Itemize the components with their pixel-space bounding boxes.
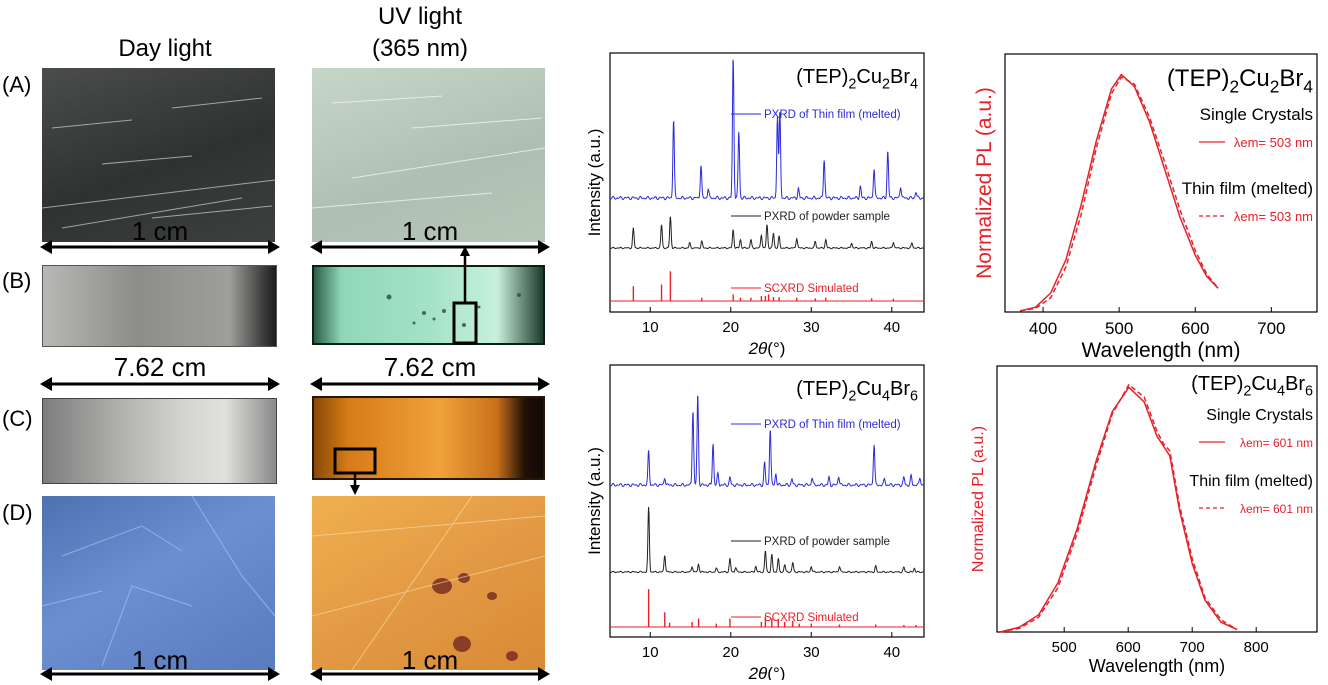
compound-label: (TEP)2Cu2Br4 [796, 66, 918, 93]
scale-bar-d-day [40, 667, 280, 681]
legend-label: PXRD of Thin film (melted) [764, 419, 901, 431]
y-axis-label: Intensity (a.u.) [585, 129, 604, 237]
legend-label: SCXRD Simulated [764, 612, 859, 624]
scale-label-b-day: 7.62 cm [113, 352, 207, 382]
scale-label-b-uv: 7.62 cm [383, 352, 477, 382]
x-tick-label: 500 [1105, 319, 1133, 338]
legend-label: SCXRD Simulated [764, 283, 859, 295]
scale-bar-a-uv [310, 240, 550, 254]
legend-title: Single Crystals [1200, 105, 1313, 124]
legend-label: PXRD of powder sample [764, 536, 890, 548]
y-axis-label: Intensity (a.u.) [585, 447, 604, 555]
photo-d-daylight [41, 495, 276, 670]
x-tick-label: 40 [883, 644, 900, 661]
scale-bar-b-uv [310, 377, 550, 391]
photo-c-daylight [42, 398, 277, 484]
scale-label-d-uv: 1 cm [401, 645, 459, 675]
x-tick-label: 500 [1052, 639, 1077, 656]
plot-frame [609, 52, 925, 313]
x-axis-label: Wavelength (nm) [1081, 339, 1240, 362]
pl-curve [1000, 386, 1238, 633]
legend-lambda: λem= 601 nm [1240, 436, 1313, 450]
uv-texture [386, 293, 521, 327]
scale-bar-d-uv [310, 667, 550, 681]
legend-title: Single Crystals [1206, 407, 1313, 424]
plot-frame [1004, 53, 1318, 313]
scale-bar-a-day [40, 240, 280, 254]
legend-label: PXRD of powder sample [764, 211, 890, 223]
pl-curve [1020, 73, 1219, 312]
x-tick-label: 10 [642, 319, 659, 336]
legend-label: PXRD of Thin film (melted) [764, 109, 901, 121]
pl-chart-h: 500 600 700 800 Wavelength (nm) Normalized PL… [970, 365, 1318, 676]
legend-lambda: λem= 503 nm [1234, 135, 1313, 150]
x-axis-label: 2θ(°) [748, 339, 786, 358]
x-tick-label: 20 [722, 319, 739, 336]
zoom-inset-marker-c [333, 447, 377, 495]
x-tick-label: 40 [883, 319, 900, 336]
x-tick-label: 700 [1180, 639, 1205, 656]
x-tick-label: 600 [1116, 639, 1141, 656]
x-tick-label: 400 [1029, 319, 1057, 338]
photo-a-daylight [41, 68, 276, 242]
series-line [609, 506, 924, 574]
scale-label-a-uv: 1 cm [401, 216, 459, 246]
photo-d-uv [311, 495, 546, 671]
photo-a-uv [311, 68, 546, 242]
scale-bar-b-day [40, 377, 280, 391]
pl-curve [1020, 76, 1219, 312]
x-tick-label: 30 [803, 644, 820, 661]
scale-label-a-day: 1 cm [131, 216, 189, 246]
x-tick-label: 600 [1181, 319, 1209, 338]
x-tick-label: 10 [642, 644, 659, 661]
scratch-texture [311, 95, 546, 209]
plot-frame [996, 365, 1318, 633]
legend-lambda: λem= 601 nm [1240, 502, 1313, 516]
legend-title: Thin film (melted) [1182, 179, 1313, 198]
row-label-c: (C) [2, 406, 33, 431]
series-line [609, 216, 924, 250]
photo-c-uv [312, 396, 545, 480]
pl-curve [1000, 384, 1238, 633]
x-tick-label: 700 [1257, 319, 1285, 338]
header-uv-line2: (365 nm) [371, 35, 469, 62]
scratch-texture [41, 97, 276, 229]
compound-label: (TEP)2Cu4Br6 [1191, 373, 1313, 400]
row-label-a: (A) [2, 72, 32, 97]
row-label-b: (B) [2, 268, 32, 293]
pxrd-chart-f: 10 20 30 40 2θ(°) Intensity (a.u.) (TEP)2Cu4Br… [585, 364, 925, 680]
header-uv-line1: UV light [377, 3, 463, 30]
x-tick-label: 800 [1244, 639, 1269, 656]
scale-label-d-day: 1 cm [131, 645, 189, 675]
pxrd-chart-e: 10 20 30 40 2θ(°) Intensity (a.u.) (TEP)2Cu2Br… [585, 52, 925, 358]
photo-b-uv [312, 265, 545, 345]
crystal-texture [41, 495, 276, 667]
legend-title: Thin film (melted) [1189, 473, 1313, 490]
photo-b-daylight [42, 265, 277, 347]
plot-frame [609, 364, 925, 638]
legend-lambda: λem= 503 nm [1234, 209, 1313, 224]
pl-chart-g: 400 500 600 700 Wavelength (nm) Normalized PL… [973, 53, 1318, 362]
compound-label: (TEP)2Cu4Br6 [796, 378, 918, 405]
y-axis-label: Normalized PL (a.u.) [973, 87, 996, 279]
x-tick-label: 30 [803, 319, 820, 336]
series-line [609, 395, 925, 488]
x-axis-label: Wavelength (nm) [1089, 656, 1225, 676]
series-line [609, 59, 925, 201]
row-label-d: (D) [2, 500, 33, 525]
x-tick-label: 20 [722, 644, 739, 661]
header-day-light: Day light [118, 35, 212, 62]
crystal-texture [311, 495, 546, 671]
y-axis-label: Normalized PL (a.u.) [970, 426, 987, 572]
zoom-inset-marker [452, 246, 478, 345]
compound-label: (TEP)2Cu2Br4 [1167, 65, 1314, 97]
x-axis-label: 2θ(°) [748, 664, 786, 680]
